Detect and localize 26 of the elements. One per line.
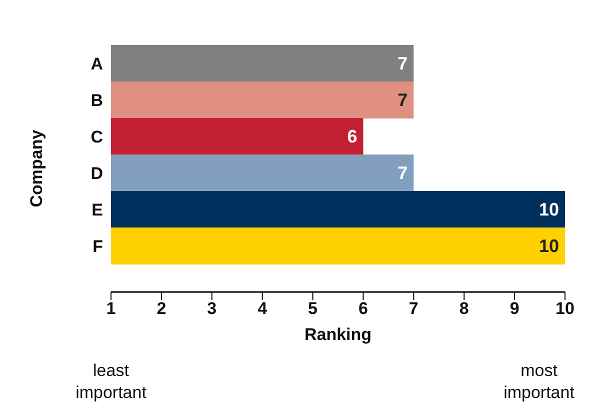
y-axis-title: Company: [27, 129, 46, 208]
x-tick-label: 5: [308, 299, 318, 318]
data-label: 10: [538, 236, 559, 256]
text: least important: [74, 360, 148, 404]
x-tick-label: 3: [207, 299, 217, 318]
x-tick-label: 6: [358, 299, 368, 318]
data-label: 7: [398, 54, 408, 74]
y-tick-label: B: [90, 90, 103, 110]
x-tick-label: 10: [556, 299, 574, 318]
x-tick-label: 9: [510, 299, 520, 318]
x-tick-label: 8: [459, 299, 469, 318]
y-tick-label: F: [92, 236, 103, 256]
x-axis-title: Ranking: [304, 325, 372, 344]
data-label: 6: [347, 126, 358, 146]
text: most important: [502, 360, 576, 404]
y-tick-label: D: [90, 164, 103, 183]
x-tick-label: 1: [106, 299, 116, 318]
y-tick-label: E: [92, 200, 103, 220]
data-label: 7: [398, 90, 408, 110]
y-tick-label: C: [90, 127, 103, 146]
x-tick-label: 4: [258, 299, 268, 318]
data-label: 7: [398, 163, 408, 183]
data-label: 10: [538, 200, 559, 220]
x-tick-label: 2: [156, 299, 166, 318]
y-tick-label: A: [90, 54, 103, 74]
x-tick-label: 7: [408, 299, 418, 318]
